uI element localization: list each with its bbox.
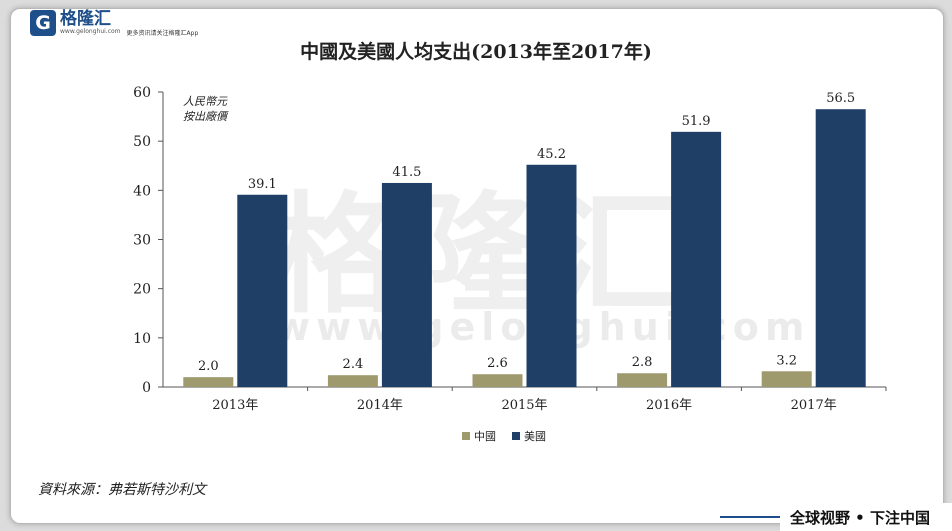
- y-tick-label: 20: [133, 282, 151, 298]
- bar-usa: [237, 194, 288, 387]
- bar-china: [327, 375, 378, 387]
- data-label-usa: 51.9: [682, 114, 711, 129]
- bar-china: [617, 373, 668, 387]
- unit-note-line-1: 人民幣元: [183, 95, 227, 108]
- bar-china: [761, 371, 812, 387]
- chart-panel: [10, 8, 944, 524]
- data-label-usa: 45.2: [537, 147, 566, 162]
- unit-note: 人民幣元 按出廠價: [183, 94, 263, 124]
- logo-mark: G: [30, 10, 56, 36]
- x-tick-label: 2013年: [212, 398, 258, 413]
- legend-item-china: 中國: [462, 428, 496, 444]
- data-label-usa: 39.1: [248, 177, 277, 192]
- data-label-china: 2.4: [343, 357, 364, 372]
- source-note: 資料來源：弗若斯特沙利文: [38, 482, 206, 498]
- legend: 中國 美國: [462, 428, 562, 444]
- y-tick-label: 40: [133, 183, 151, 199]
- logo: G 格隆汇 www.gelonghui.com 更多资讯请关注格隆汇App: [30, 10, 198, 38]
- data-label-china: 2.0: [198, 359, 219, 374]
- x-tick-label: 2017年: [791, 398, 837, 413]
- legend-swatch-china: [462, 432, 470, 440]
- bar-usa: [815, 109, 866, 387]
- x-tick-label: 2016年: [646, 398, 692, 413]
- bar-usa: [526, 164, 577, 387]
- y-tick-label: 0: [142, 380, 151, 396]
- legend-item-usa: 美國: [512, 428, 546, 444]
- chart-title: 中國及美國人均支出(2013年至2017年): [300, 41, 652, 63]
- data-label-china: 2.8: [632, 355, 653, 370]
- data-label-china: 2.6: [487, 356, 508, 371]
- legend-label-china: 中國: [474, 430, 496, 443]
- legend-label-usa: 美國: [524, 430, 546, 443]
- x-tick-label: 2014年: [357, 398, 403, 413]
- logo-text: 格隆汇 www.gelonghui.com: [60, 10, 121, 35]
- x-tick-label: 2015年: [501, 398, 547, 413]
- footer-slogan: 全球视野 • 下注中国: [719, 503, 952, 531]
- bar-china: [472, 374, 523, 387]
- data-label-china: 3.2: [776, 353, 797, 368]
- y-tick-label: 30: [133, 233, 151, 249]
- data-label-usa: 41.5: [392, 165, 421, 180]
- logo-url: www.gelonghui.com: [60, 28, 121, 35]
- unit-note-line-2: 按出廠價: [183, 110, 227, 123]
- y-tick-label: 50: [133, 134, 151, 150]
- bar-usa: [671, 131, 722, 387]
- data-label-usa: 56.5: [826, 91, 855, 106]
- logo-name: 格隆汇: [60, 9, 111, 29]
- y-tick-label: 10: [133, 331, 151, 347]
- y-tick-label: 60: [133, 85, 151, 101]
- bar-china: [183, 377, 234, 387]
- bar-usa: [381, 182, 432, 387]
- legend-swatch-usa: [512, 432, 520, 440]
- logo-tagline: 更多资讯请关注格隆汇App: [126, 30, 199, 37]
